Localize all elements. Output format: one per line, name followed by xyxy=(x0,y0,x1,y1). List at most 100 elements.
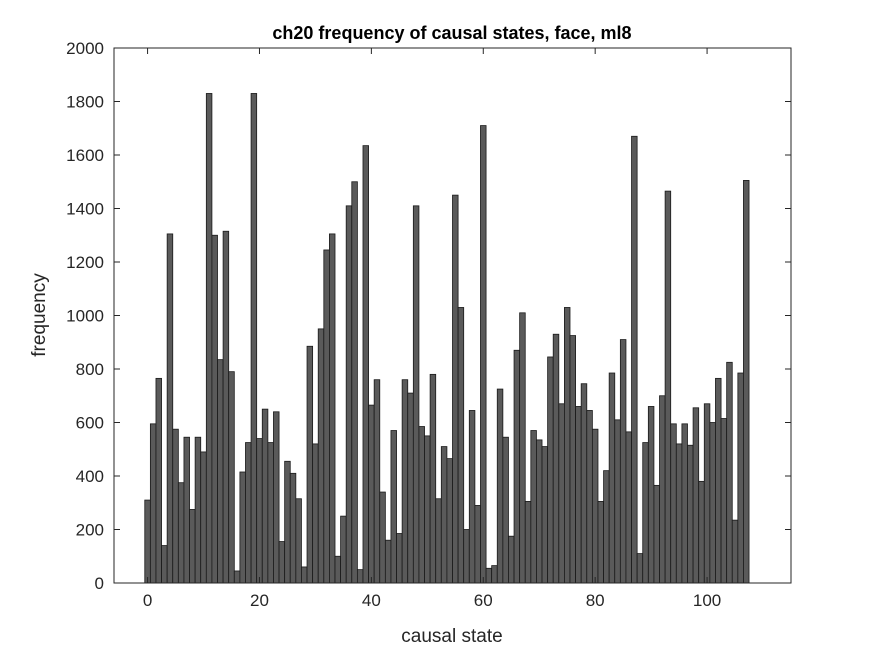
bar xyxy=(351,181,358,584)
bar xyxy=(692,407,700,584)
bar xyxy=(317,328,325,584)
bar xyxy=(418,426,425,584)
bar xyxy=(256,438,263,584)
bar xyxy=(547,356,554,584)
bar xyxy=(435,498,442,584)
bar xyxy=(530,430,537,584)
y-axis-ticks: 0 200 400 600 800 1000 1200 1400 1600 1800 2000 xyxy=(66,39,791,593)
bar xyxy=(731,519,739,584)
bar xyxy=(396,533,403,584)
bar xyxy=(580,383,588,584)
y-tick-label: 2000 xyxy=(66,39,104,58)
bar xyxy=(261,408,269,584)
bar xyxy=(468,410,476,584)
bar xyxy=(496,388,504,584)
bar xyxy=(608,372,616,584)
bar xyxy=(284,460,291,584)
bar xyxy=(647,406,655,584)
y-axis-label: frequency xyxy=(29,273,50,357)
x-tick-label: 20 xyxy=(250,591,269,610)
bar xyxy=(228,371,235,584)
bar xyxy=(508,535,515,584)
bar xyxy=(636,553,644,584)
bar xyxy=(687,444,694,584)
bar xyxy=(373,379,381,584)
bar xyxy=(155,377,162,584)
bar xyxy=(440,446,448,584)
bar xyxy=(144,499,151,584)
bar xyxy=(267,442,274,584)
bar xyxy=(250,93,258,584)
bar xyxy=(306,345,314,584)
bar xyxy=(362,145,369,584)
y-tick-label: 400 xyxy=(76,467,104,486)
bar xyxy=(709,422,716,584)
bar xyxy=(631,135,638,584)
bar xyxy=(245,442,252,584)
bar xyxy=(698,480,705,584)
bar xyxy=(603,470,610,584)
bar xyxy=(726,361,733,584)
bar xyxy=(524,501,532,584)
x-tick-label: 80 xyxy=(586,591,605,610)
bar xyxy=(670,423,677,584)
bar xyxy=(356,569,364,584)
bar xyxy=(407,392,414,584)
bar xyxy=(401,379,409,584)
bar xyxy=(597,501,604,584)
x-tick-label: 100 xyxy=(693,591,721,610)
y-tick-label: 1200 xyxy=(66,253,104,272)
bar xyxy=(323,249,330,584)
bar xyxy=(217,359,224,584)
bar xyxy=(502,436,509,584)
bar xyxy=(703,403,711,584)
bar xyxy=(177,482,185,584)
bar xyxy=(172,428,179,584)
bar xyxy=(591,428,599,584)
bar xyxy=(446,458,453,584)
bar xyxy=(334,555,341,584)
y-tick-label: 600 xyxy=(76,414,104,433)
y-tick-label: 800 xyxy=(76,360,104,379)
bar xyxy=(390,430,397,584)
bar xyxy=(715,377,722,584)
bar xyxy=(312,443,319,584)
bar xyxy=(200,451,207,584)
bar xyxy=(457,307,465,584)
bar xyxy=(183,436,190,584)
bar xyxy=(379,491,386,584)
bar xyxy=(149,423,157,584)
bar xyxy=(233,570,241,584)
bar xyxy=(239,471,246,584)
bar xyxy=(368,404,375,584)
bar xyxy=(295,498,302,584)
y-tick-label: 1800 xyxy=(66,93,104,112)
bar xyxy=(463,529,470,584)
bar xyxy=(737,372,744,584)
x-tick-label: 0 xyxy=(143,591,152,610)
bar xyxy=(720,418,728,584)
bar xyxy=(205,93,213,584)
bar xyxy=(340,515,347,584)
x-tick-label: 60 xyxy=(474,591,493,610)
bar xyxy=(485,567,493,584)
bar xyxy=(194,436,202,584)
bar xyxy=(278,541,286,584)
bar xyxy=(491,565,498,584)
bar xyxy=(575,406,582,584)
bar xyxy=(586,410,593,584)
y-tick-label: 1400 xyxy=(66,200,104,219)
bar xyxy=(429,373,437,584)
bar xyxy=(452,194,459,584)
bar xyxy=(166,233,174,584)
y-tick-label: 1000 xyxy=(66,307,104,326)
bar xyxy=(222,230,230,584)
bar xyxy=(743,180,750,584)
bar xyxy=(675,443,683,584)
bar xyxy=(211,234,218,584)
bar xyxy=(161,545,168,584)
bar xyxy=(289,472,297,584)
chart-title: ch20 frequency of causal states, face, m… xyxy=(272,23,631,43)
bar xyxy=(564,307,571,584)
